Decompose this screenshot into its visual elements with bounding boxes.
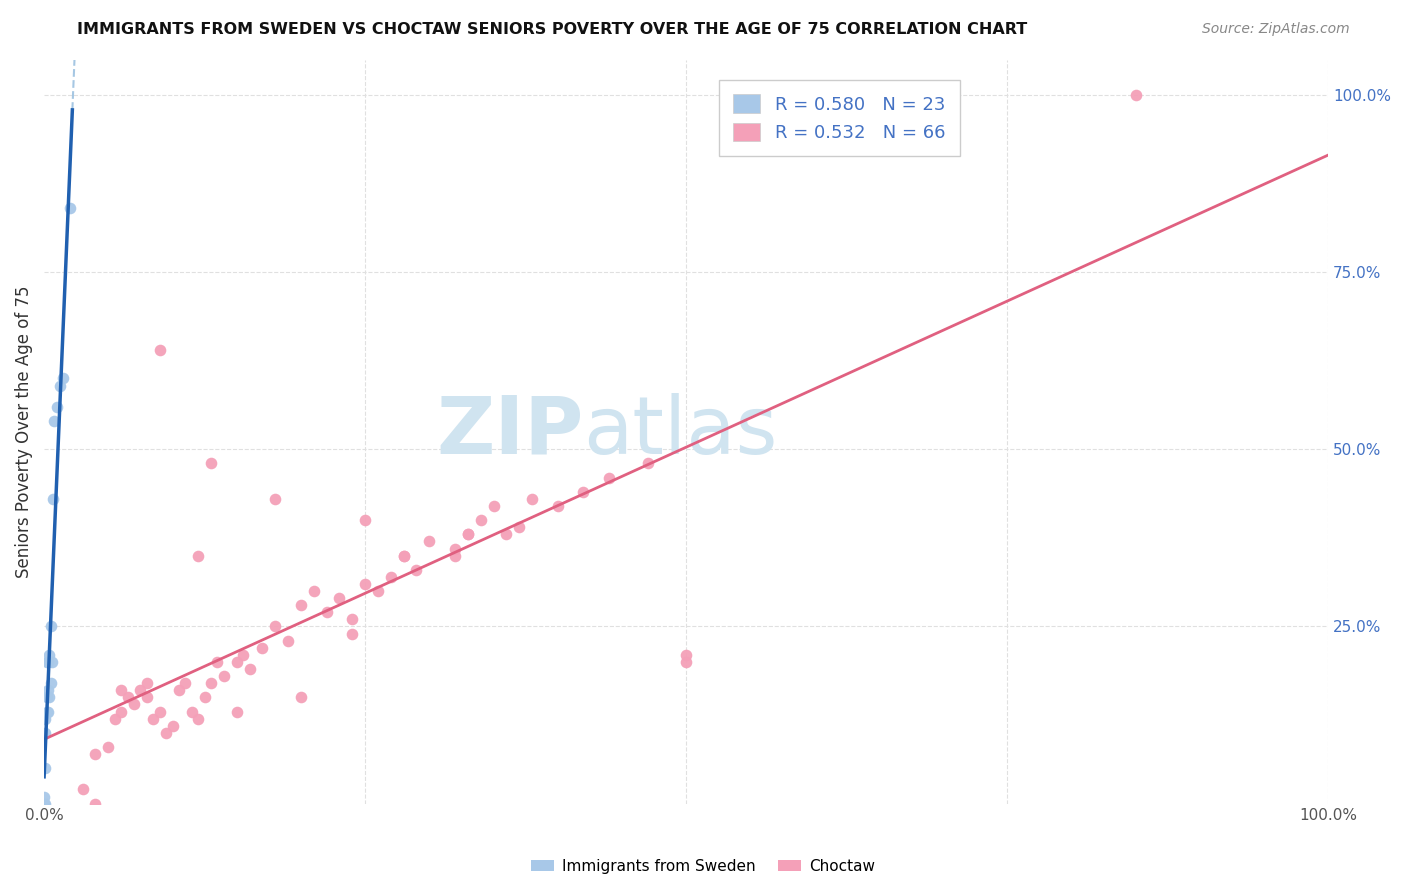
Legend: Immigrants from Sweden, Choctaw: Immigrants from Sweden, Choctaw bbox=[524, 853, 882, 880]
Point bbox=[149, 705, 172, 719]
Point bbox=[135, 676, 157, 690]
Point bbox=[418, 534, 440, 549]
Point bbox=[495, 527, 517, 541]
Point bbox=[547, 499, 569, 513]
Y-axis label: Seniors Poverty Over the Age of 75: Seniors Poverty Over the Age of 75 bbox=[15, 285, 32, 578]
Point bbox=[290, 690, 312, 705]
Point bbox=[194, 690, 217, 705]
Point bbox=[302, 584, 325, 599]
Point bbox=[38, 648, 60, 662]
Point bbox=[32, 789, 55, 804]
Text: ZIP: ZIP bbox=[436, 392, 583, 471]
Point bbox=[598, 471, 620, 485]
Point bbox=[200, 457, 222, 471]
Point bbox=[572, 484, 595, 499]
Point bbox=[252, 640, 274, 655]
Text: atlas: atlas bbox=[583, 392, 778, 471]
Point bbox=[315, 605, 337, 619]
Point bbox=[34, 725, 56, 739]
Point bbox=[520, 491, 543, 506]
Point bbox=[167, 683, 190, 698]
Point bbox=[380, 570, 402, 584]
Point bbox=[444, 541, 467, 556]
Point bbox=[37, 683, 59, 698]
Point bbox=[1125, 88, 1147, 103]
Point bbox=[675, 648, 697, 662]
Point bbox=[470, 513, 492, 527]
Point bbox=[225, 705, 247, 719]
Point bbox=[392, 549, 415, 563]
Point bbox=[110, 683, 132, 698]
Point bbox=[46, 400, 69, 414]
Point bbox=[41, 655, 63, 669]
Point bbox=[187, 549, 209, 563]
Point bbox=[122, 698, 145, 712]
Point bbox=[207, 655, 229, 669]
Point bbox=[32, 797, 55, 811]
Point bbox=[155, 725, 177, 739]
Point bbox=[39, 676, 62, 690]
Point bbox=[457, 527, 479, 541]
Point bbox=[392, 549, 415, 563]
Point bbox=[675, 655, 697, 669]
Point bbox=[142, 712, 165, 726]
Point bbox=[405, 563, 427, 577]
Point bbox=[232, 648, 254, 662]
Point bbox=[52, 371, 75, 385]
Point bbox=[59, 202, 82, 216]
Point bbox=[238, 662, 260, 676]
Point bbox=[34, 761, 56, 775]
Point bbox=[354, 513, 377, 527]
Point bbox=[72, 782, 94, 797]
Point bbox=[354, 577, 377, 591]
Point bbox=[97, 739, 120, 754]
Point bbox=[342, 612, 364, 626]
Point bbox=[264, 491, 287, 506]
Point bbox=[84, 797, 107, 811]
Point bbox=[187, 712, 209, 726]
Point bbox=[342, 626, 364, 640]
Point bbox=[35, 690, 58, 705]
Point bbox=[34, 712, 56, 726]
Point bbox=[44, 414, 66, 428]
Point bbox=[48, 378, 70, 392]
Point bbox=[35, 655, 58, 669]
Point bbox=[104, 712, 127, 726]
Point bbox=[34, 797, 56, 811]
Point bbox=[482, 499, 505, 513]
Point bbox=[162, 719, 184, 733]
Text: Source: ZipAtlas.com: Source: ZipAtlas.com bbox=[1202, 22, 1350, 37]
Legend: R = 0.580   N = 23, R = 0.532   N = 66: R = 0.580 N = 23, R = 0.532 N = 66 bbox=[718, 79, 959, 156]
Point bbox=[149, 343, 172, 358]
Point bbox=[117, 690, 139, 705]
Point bbox=[200, 676, 222, 690]
Point bbox=[129, 683, 152, 698]
Point bbox=[174, 676, 197, 690]
Point bbox=[42, 491, 65, 506]
Point bbox=[290, 598, 312, 612]
Point bbox=[457, 527, 479, 541]
Point bbox=[38, 690, 60, 705]
Point bbox=[508, 520, 530, 534]
Text: IMMIGRANTS FROM SWEDEN VS CHOCTAW SENIORS POVERTY OVER THE AGE OF 75 CORRELATION: IMMIGRANTS FROM SWEDEN VS CHOCTAW SENIOR… bbox=[77, 22, 1028, 37]
Point bbox=[39, 619, 62, 633]
Point bbox=[37, 655, 59, 669]
Point bbox=[135, 690, 157, 705]
Point bbox=[37, 705, 59, 719]
Point bbox=[637, 457, 659, 471]
Point bbox=[264, 619, 287, 633]
Point bbox=[367, 584, 389, 599]
Point bbox=[84, 747, 107, 761]
Point bbox=[277, 633, 299, 648]
Point bbox=[110, 705, 132, 719]
Point bbox=[212, 669, 235, 683]
Point bbox=[35, 705, 58, 719]
Point bbox=[225, 655, 247, 669]
Point bbox=[180, 705, 202, 719]
Point bbox=[444, 549, 467, 563]
Point bbox=[328, 591, 350, 606]
